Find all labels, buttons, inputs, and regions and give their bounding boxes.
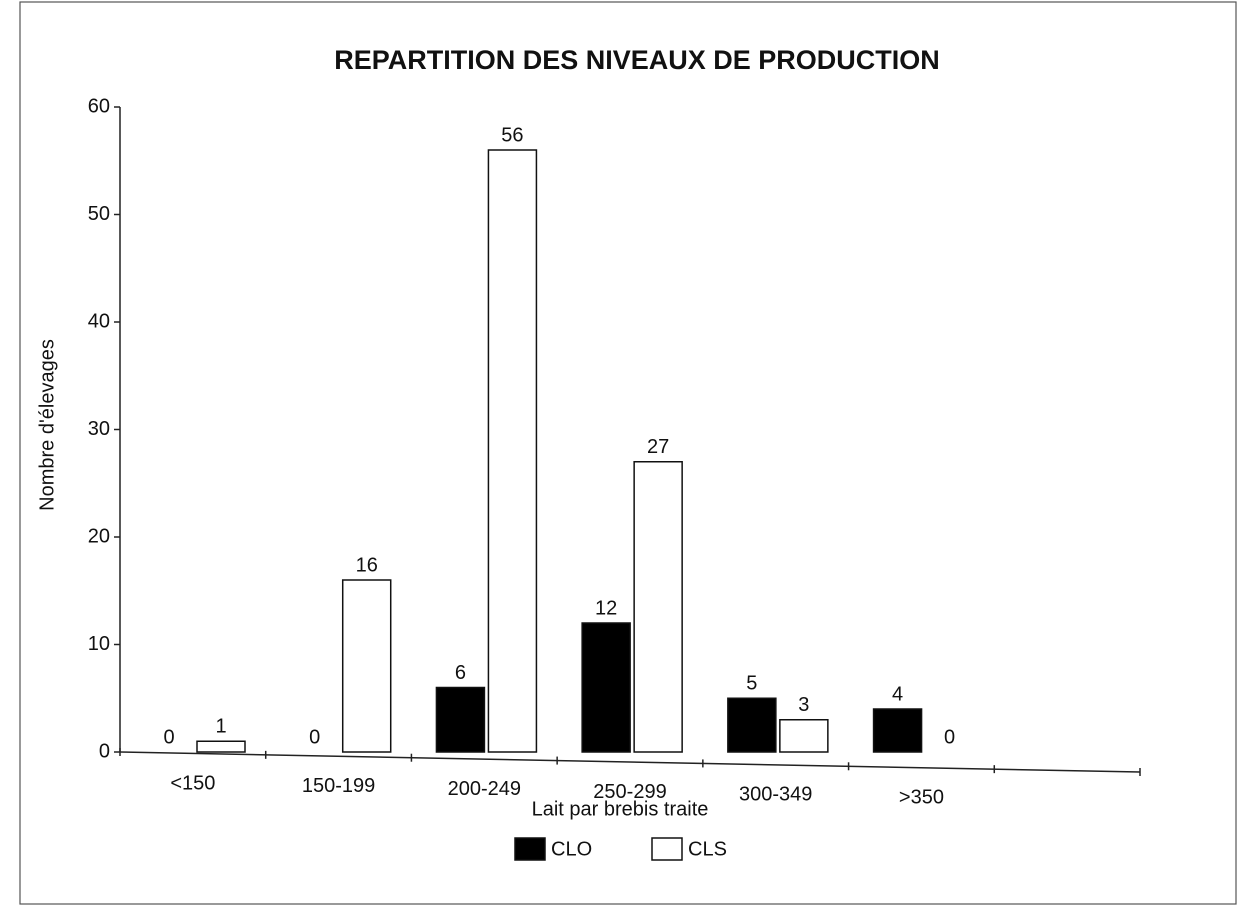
data-label: 6: [455, 662, 466, 684]
data-label: 5: [746, 673, 757, 695]
bar: [779, 719, 829, 753]
bar: [341, 579, 392, 753]
legend-swatch: [514, 837, 546, 861]
chart-title: REPARTITION DES NIVEAUX DE PRODUCTION: [334, 45, 940, 75]
data-label: 27: [647, 436, 669, 458]
data-label: 56: [501, 124, 523, 146]
data-label: 3: [798, 694, 809, 716]
bar: [727, 697, 777, 753]
data-label: 0: [944, 726, 955, 748]
y-tick-label: 20: [88, 525, 110, 547]
x-axis: [119, 751, 1141, 773]
bar: [872, 708, 923, 753]
data-label: 4: [892, 683, 903, 705]
x-tick-label: <150: [170, 772, 215, 794]
bar: [196, 740, 246, 753]
y-tick-label: 0: [99, 740, 110, 762]
legend-label: CLS: [688, 838, 727, 860]
y-tick-label: 30: [88, 418, 110, 440]
bar: [633, 461, 683, 753]
x-tick-label: 150-199: [302, 775, 375, 797]
y-axis-label: Nombre d'élevages: [36, 339, 58, 511]
data-label: 16: [356, 554, 378, 576]
bar: [581, 622, 631, 753]
data-label: 1: [215, 716, 226, 738]
x-tick-label: 300-349: [739, 784, 812, 806]
y-tick-label: 40: [88, 310, 110, 332]
data-label: 0: [163, 726, 174, 748]
y-tick-label: 50: [88, 203, 110, 225]
data-label: 12: [595, 597, 617, 619]
bar: [435, 686, 486, 753]
x-tick-label: 250-299: [593, 781, 666, 803]
x-tick-label: >350: [899, 787, 944, 809]
frame: [19, 1, 1237, 905]
data-label: 0: [309, 726, 320, 748]
y-tick-label: 60: [88, 95, 110, 117]
x-tick-label: 200-249: [448, 778, 521, 800]
legend-label: CLO: [551, 838, 592, 860]
x-axis-label: Lait par brebis traite: [532, 798, 709, 820]
bar: [487, 149, 538, 753]
y-tick-label: 10: [88, 633, 110, 655]
legend-swatch: [651, 837, 683, 861]
